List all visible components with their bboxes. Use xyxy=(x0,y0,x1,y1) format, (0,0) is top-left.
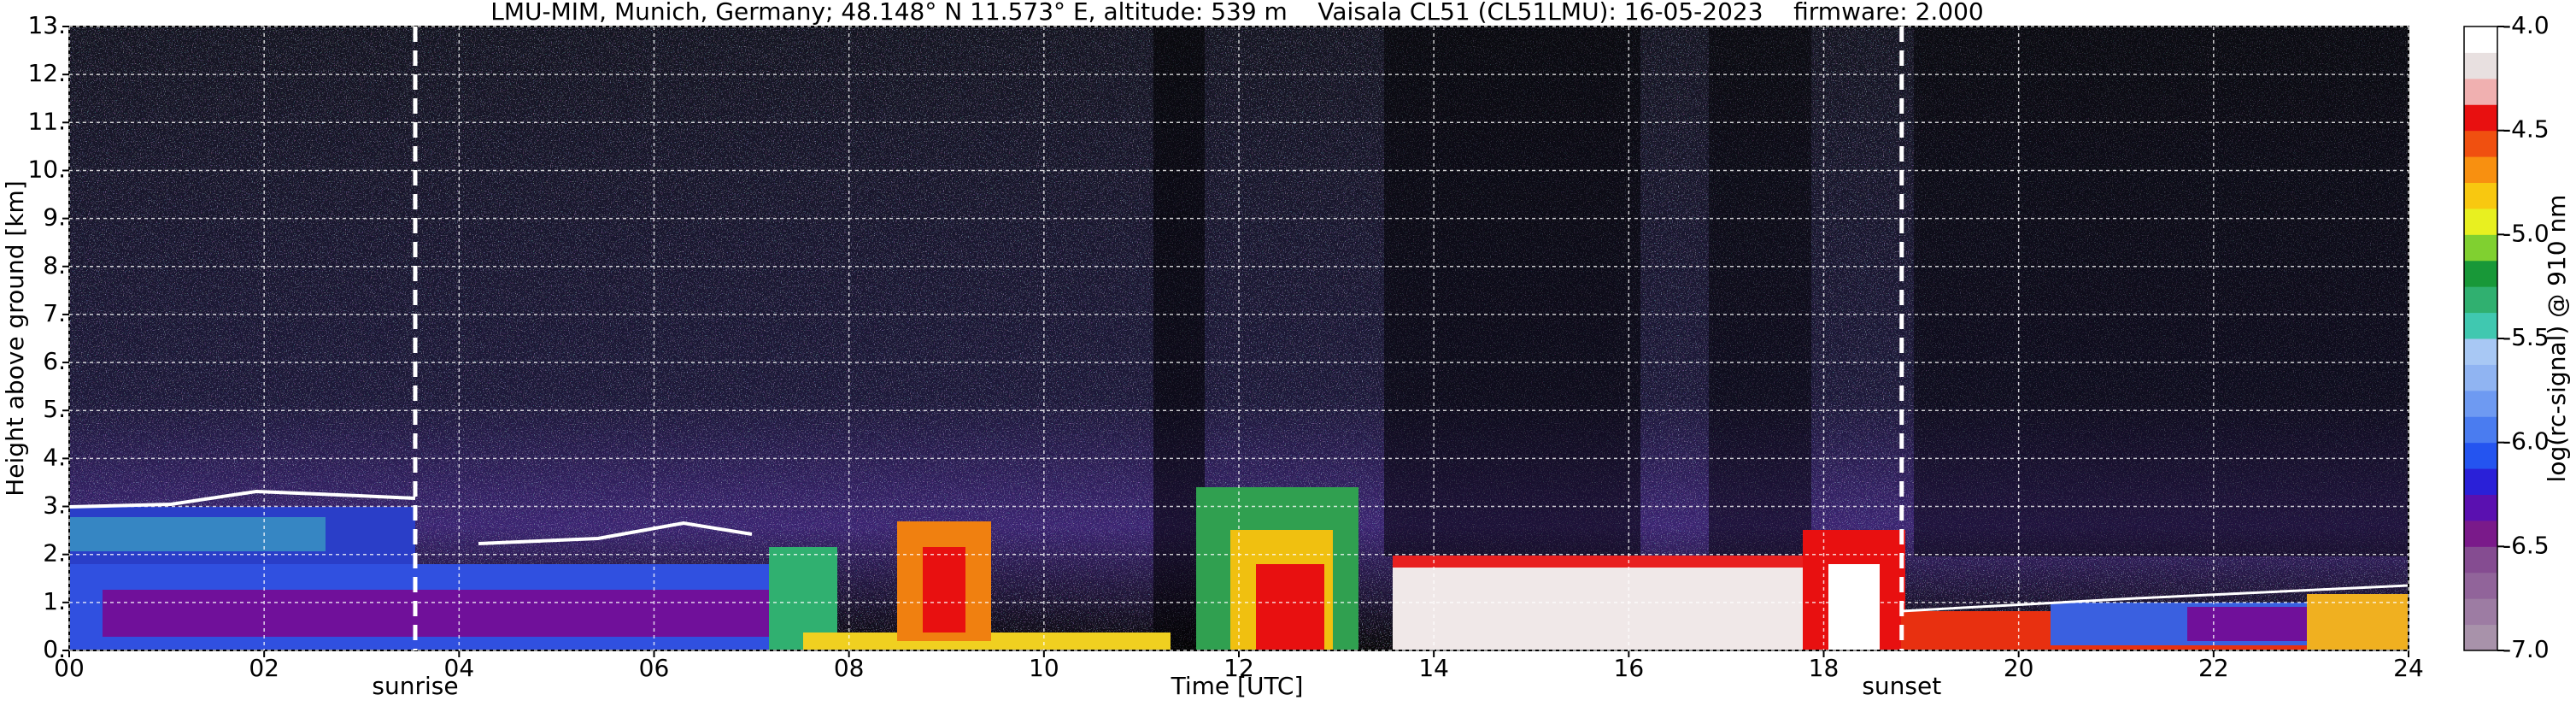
colorbar-label: log(rc-signal) @ 910 nm xyxy=(2543,195,2571,483)
y-tick-label: 4. xyxy=(43,443,66,471)
colorbar-segment xyxy=(2464,104,2497,132)
y-tick-label: 8. xyxy=(43,251,66,279)
y-tick-label: 13. xyxy=(27,11,66,39)
colorbar-tick-label: -5.5 xyxy=(2503,323,2550,351)
colorbar-segment xyxy=(2464,520,2497,547)
x-tick-label: 18 xyxy=(1809,654,1840,682)
x-tick-label: 00 xyxy=(54,654,85,682)
x-tick-label: 04 xyxy=(444,654,475,682)
colorbar-segment xyxy=(2464,598,2497,626)
colorbar-tick-label: -4.5 xyxy=(2503,115,2550,144)
plot-background xyxy=(69,26,2409,650)
colorbar-segment xyxy=(2464,572,2497,599)
colorbar-segment xyxy=(2464,286,2497,314)
y-tick-label: 7. xyxy=(43,299,66,327)
y-tick-label: 9. xyxy=(43,203,66,232)
x-tick-label: 08 xyxy=(834,654,865,682)
colorbar-tick-label: -4.0 xyxy=(2503,11,2550,39)
colorbar-segment xyxy=(2464,260,2497,287)
colorbar-segment xyxy=(2464,130,2497,157)
annotation-label: sunrise xyxy=(372,672,458,700)
colorbar-tick-label: -6.5 xyxy=(2503,531,2550,559)
colorbar-segment xyxy=(2464,468,2497,495)
colorbar-segment xyxy=(2464,390,2497,417)
colorbar-segment xyxy=(2464,624,2497,651)
y-axis-label: Height above ground [km] xyxy=(1,180,29,497)
chart-title: LMU-MIM, Munich, Germany; 48.148° N 11.5… xyxy=(490,0,1984,26)
colorbar-tick-label: -6.0 xyxy=(2503,427,2550,456)
colorbar-segment xyxy=(2464,312,2497,339)
x-tick-label: 20 xyxy=(2004,654,2034,682)
x-tick-label: 16 xyxy=(1614,654,1645,682)
x-tick-label: 14 xyxy=(1418,654,1449,682)
colorbar-segment xyxy=(2464,234,2497,262)
x-tick-label: 12 xyxy=(1223,654,1254,682)
annotation-label: sunset xyxy=(1862,672,1941,700)
y-tick-label: 1. xyxy=(43,587,66,615)
colorbar-segment xyxy=(2464,182,2497,209)
colorbar-segment xyxy=(2464,26,2497,53)
y-tick-label: 0. xyxy=(43,635,66,663)
y-tick-label: 6. xyxy=(43,347,66,375)
colorbar-segment xyxy=(2464,546,2497,574)
x-tick-label: 02 xyxy=(249,654,279,682)
colorbar-segment xyxy=(2464,156,2497,183)
colorbar-segment xyxy=(2464,52,2497,79)
colorbar-segment xyxy=(2464,78,2497,105)
y-tick-label: 2. xyxy=(43,539,66,568)
x-tick-label: 22 xyxy=(2198,654,2229,682)
x-axis-label: Time [UTC] xyxy=(1171,672,1304,700)
x-tick-label: 24 xyxy=(2393,654,2424,682)
colorbar-segment xyxy=(2464,416,2497,444)
y-tick-label: 12. xyxy=(27,59,66,87)
colorbar-segment xyxy=(2464,364,2497,391)
y-tick-label: 11. xyxy=(27,107,66,135)
colorbar-segment xyxy=(2464,208,2497,235)
y-tick-label: 10. xyxy=(27,155,66,183)
colorbar-tick-label: -7.0 xyxy=(2503,635,2550,663)
y-tick-label: 5. xyxy=(43,395,66,423)
x-tick-label: 10 xyxy=(1029,654,1059,682)
colorbar-tick-label: -5.0 xyxy=(2503,219,2550,247)
colorbar-segment xyxy=(2464,494,2497,521)
y-tick-label: 3. xyxy=(43,491,66,520)
x-tick-label: 06 xyxy=(639,654,670,682)
colorbar-segment xyxy=(2464,338,2497,365)
colorbar-segment xyxy=(2464,442,2497,469)
